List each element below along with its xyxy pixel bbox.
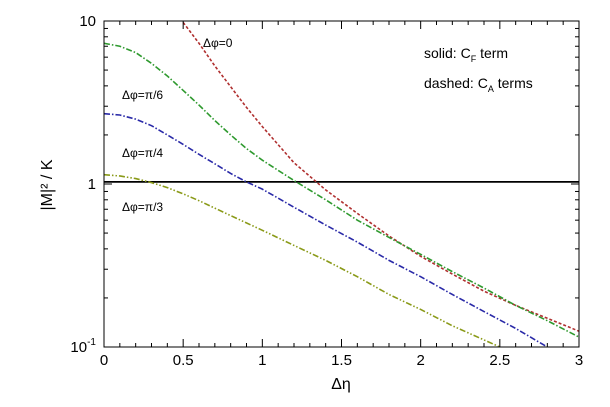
x-tick-label: 1.5: [331, 352, 352, 369]
series-layer: [104, 21, 579, 347]
x-tick-label: 2.5: [489, 352, 510, 369]
legend-dashed-suffix: terms: [494, 75, 533, 91]
annotation-dphi-pi6: Δφ=π/6: [122, 88, 163, 102]
series-line-1: [182, 21, 579, 332]
x-tick-label: 1: [258, 352, 266, 369]
y-tick-label: 10: [79, 13, 96, 30]
legend-dashed-sub: A: [488, 84, 494, 94]
series-line-3: [104, 112, 548, 347]
ticks-layer: 0 0.5 1 1.5 2 2.5 3 10-1 1 10: [70, 13, 583, 369]
x-tick-label: 2: [416, 352, 424, 369]
y-axis-title: |M|² / K: [39, 159, 56, 210]
x-axis-title: Δη: [331, 376, 351, 393]
legend-solid-suffix: term: [476, 45, 508, 61]
plot-area: [104, 21, 579, 347]
series-line-2: [104, 42, 579, 338]
y-tick-label: 10-1: [70, 337, 96, 356]
x-tick-label: 0.5: [173, 352, 194, 369]
annotation-dphi-0: Δφ=0: [203, 36, 233, 50]
x-tick-label: 0: [100, 352, 108, 369]
annotation-dphi-pi3: Δφ=π/3: [122, 200, 163, 214]
y-tick-label: 1: [88, 176, 96, 193]
legend-dashed-prefix: dashed: C: [424, 75, 488, 91]
legend-solid-sub: F: [471, 54, 477, 64]
x-tick-label: 3: [575, 352, 583, 369]
annotation-dphi-pi4: Δφ=π/4: [122, 146, 163, 160]
series-line-4: [104, 173, 501, 347]
legend-solid: solid: CF term: [424, 45, 508, 64]
legend-dashed: dashed: CA terms: [424, 75, 533, 94]
legend-solid-prefix: solid: C: [424, 45, 471, 61]
